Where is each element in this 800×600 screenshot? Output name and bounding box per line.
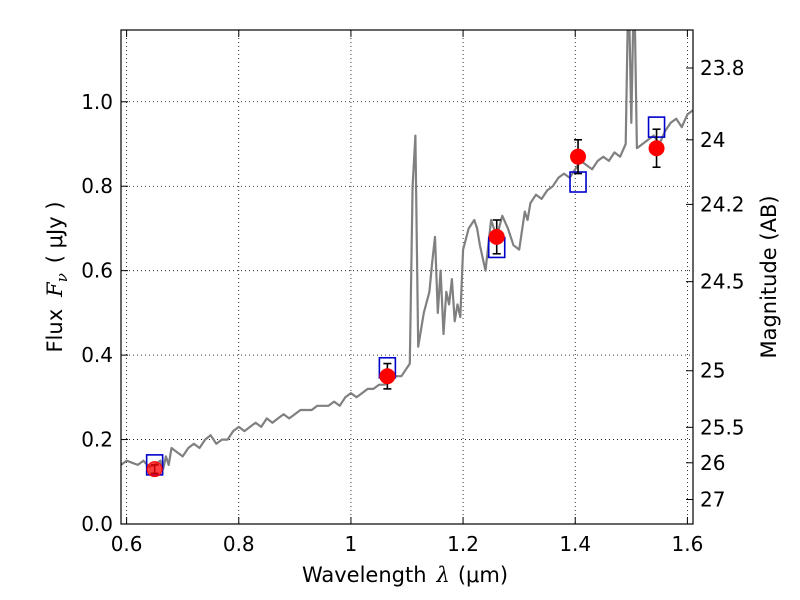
x-tick-label: 0.6 (111, 532, 143, 556)
y-tick-label: 0.2 (81, 428, 113, 452)
spectrum-line (121, 30, 693, 471)
y2-axis-label: Magnitude (AB) (757, 195, 781, 358)
y-axis-label-unit: ( μJy ) (43, 201, 67, 263)
y2-tick-label: 26 (700, 451, 725, 475)
y-tick-label: 0.8 (81, 174, 113, 198)
x-tick-label: 1.2 (447, 532, 479, 556)
x-tick-label: 1.6 (671, 532, 703, 556)
observed-photometry-point (648, 140, 665, 157)
y2-tick-label: 27 (700, 488, 725, 512)
observed-photometry-point (379, 368, 396, 385)
y2-tick-label: 25 (700, 359, 725, 383)
observed-photometry-point (146, 461, 163, 478)
y-axis-label: Flux Fν ( μJy ) (43, 201, 71, 352)
y-tick-label: 0.0 (81, 512, 113, 536)
ticks: 0.6 0.8 1 1.2 1.4 1.6 0.0 0.2 0.4 0.6 0.8 1.0 23.8 24… (81, 30, 745, 556)
y2-tick-label: 24.2 (700, 192, 745, 216)
x-axis-label: Wavelength λ (μm) (302, 563, 508, 587)
x-tick-label: 1 (345, 532, 358, 556)
x-axis-label-symbol: λ (436, 563, 450, 587)
x-axis-label-unit: (μm) (458, 563, 508, 587)
plot-frame (120, 29, 694, 525)
y2-tick-label: 25.5 (700, 415, 745, 439)
x-tick-label: 0.8 (223, 532, 255, 556)
y-axis-label-text: Flux (43, 309, 67, 353)
y-tick-label: 0.6 (81, 259, 113, 283)
x-tick-label: 1.4 (559, 532, 591, 556)
x-axis-label-text: Wavelength (302, 563, 427, 587)
y-axis-label-subscript: ν (53, 273, 71, 282)
plot-area (121, 30, 693, 478)
observed-photometry-point (570, 148, 587, 165)
y2-tick-label: 24 (700, 128, 725, 152)
y-tick-label: 1.0 (81, 90, 113, 114)
y-axis-label-symbol: F (43, 281, 67, 298)
y-tick-label: 0.4 (81, 343, 113, 367)
observed-photometry-point (488, 228, 505, 245)
y2-tick-label: 23.8 (700, 56, 745, 80)
y2-tick-label: 24.5 (700, 270, 745, 294)
